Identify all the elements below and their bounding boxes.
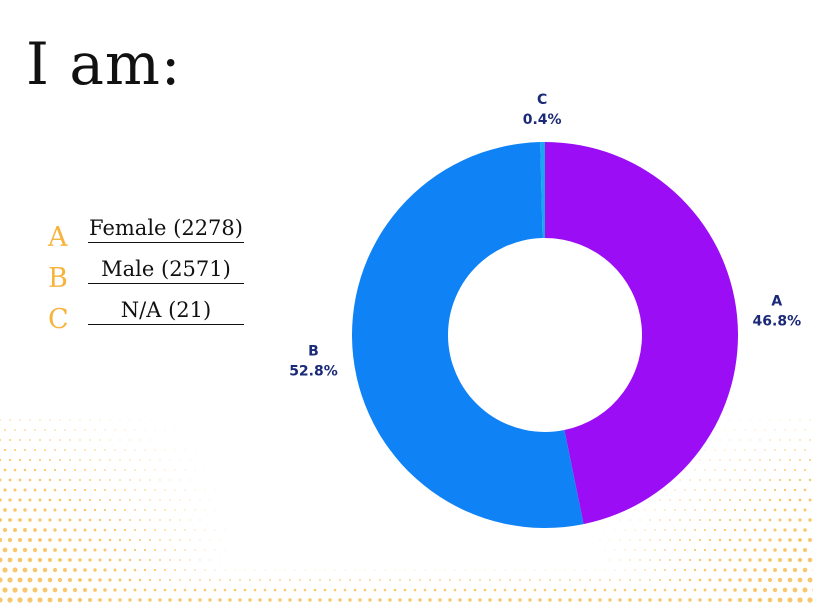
legend-letter-c: C [48,304,69,335]
slice-label-b: B 52.8% [289,343,338,379]
page-title: I am: [26,30,182,98]
legend: A Female (2278) B Male (2571) C N/A (21) [48,214,258,337]
slice-percent-b: 52.8% [289,363,338,379]
slice-label-c: C 0.4% [523,92,562,128]
legend-item-a: A Female (2278) [48,214,258,255]
slice-c [540,142,545,239]
legend-letter-a: A [48,222,68,253]
slice-b [351,142,584,528]
slice-category-c: C [537,92,547,108]
legend-text-na: N/A (21) [88,298,244,325]
slice-percent-a: 46.8% [753,314,802,330]
legend-text-female: Female (2278) [88,216,244,243]
legend-text-male: Male (2571) [88,257,244,284]
slice-a [545,142,738,525]
slice-category-b: B [308,343,319,359]
legend-item-b: B Male (2571) [48,255,258,296]
legend-letter-b: B [48,263,68,294]
legend-item-c: C N/A (21) [48,296,258,337]
slice-label-a: A 46.8% [753,294,802,330]
slice-category-a: A [771,294,782,310]
slice-percent-c: 0.4% [523,112,562,128]
